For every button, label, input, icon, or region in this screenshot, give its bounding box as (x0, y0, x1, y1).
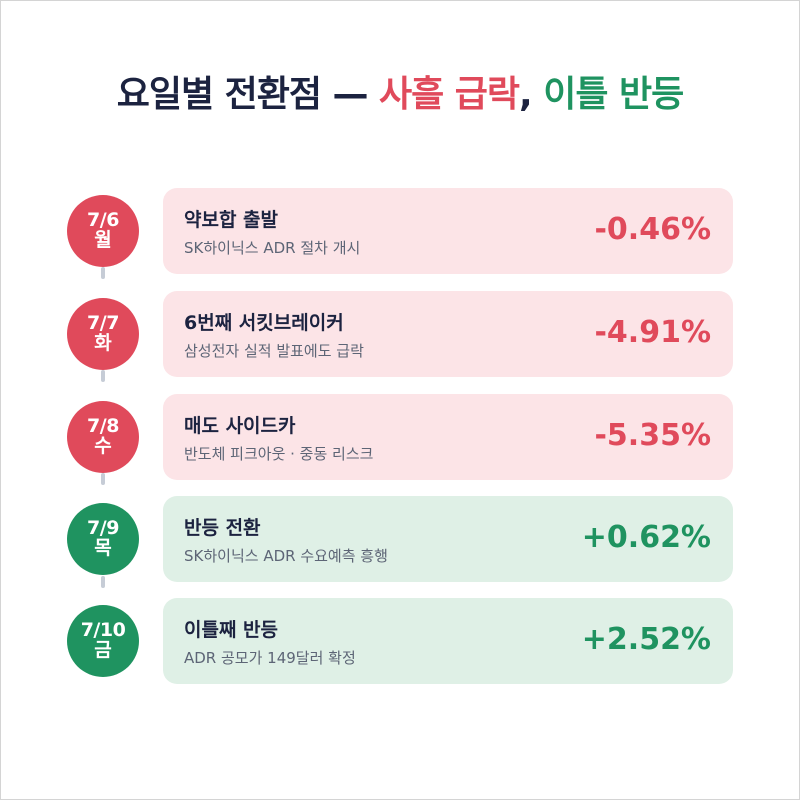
card-detail: SK하이닉스 ADR 수요예측 흥행 (184, 547, 388, 565)
card-detail: 삼성전자 실적 발표에도 급락 (184, 342, 364, 360)
timeline-connector (101, 473, 105, 485)
weekday-label: 목 (94, 537, 112, 559)
day-card: 매도 사이드카 반도체 피크아웃 · 중동 리스크 -5.35% (163, 394, 733, 480)
date-label: 7/8 (87, 415, 119, 438)
card-detail: ADR 공모가 149달러 확정 (184, 649, 356, 667)
change-value: -4.91% (594, 315, 711, 350)
day-card: 이틀째 반등 ADR 공모가 149달러 확정 +2.52% (163, 598, 733, 684)
date-badge: 7/8 수 (67, 401, 139, 473)
title-prefix: 요일별 전환점 — (116, 74, 380, 115)
card-heading: 6번째 서킷브레이커 (184, 312, 344, 334)
date-badge: 7/6 월 (67, 195, 139, 267)
date-label: 7/6 (87, 209, 119, 232)
day-card: 약보합 출발 SK하이닉스 ADR 절차 개시 -0.46% (163, 188, 733, 274)
date-label: 7/7 (87, 312, 119, 335)
weekday-label: 월 (94, 229, 112, 251)
change-value: -5.35% (594, 418, 711, 453)
weekday-label: 수 (94, 435, 112, 457)
day-row-thu: 7/9 목 반등 전환 SK하이닉스 ADR 수요예측 흥행 +0.62% (1, 496, 800, 582)
date-badge: 7/7 화 (67, 298, 139, 370)
day-row-mon: 7/6 월 약보합 출발 SK하이닉스 ADR 절차 개시 -0.46% (1, 188, 800, 274)
title-decline-highlight: 사흘 급락 (379, 74, 520, 115)
card-heading: 매도 사이드카 (184, 415, 296, 437)
weekday-label: 금 (94, 639, 112, 661)
card-heading: 이틀째 반등 (184, 619, 279, 641)
page-title: 요일별 전환점 — 사흘 급락, 이틀 반등 (1, 65, 799, 117)
day-card: 반등 전환 SK하이닉스 ADR 수요예측 흥행 +0.62% (163, 496, 733, 582)
timeline-connector (101, 267, 105, 279)
date-badge: 7/9 목 (67, 503, 139, 575)
timeline-connector (101, 370, 105, 382)
card-detail: SK하이닉스 ADR 절차 개시 (184, 239, 361, 257)
title-rebound-highlight: 이틀 반등 (543, 74, 684, 115)
date-badge: 7/10 금 (67, 605, 139, 677)
day-card: 6번째 서킷브레이커 삼성전자 실적 발표에도 급락 -4.91% (163, 291, 733, 377)
day-row-fri: 7/10 금 이틀째 반등 ADR 공모가 149달러 확정 +2.52% (1, 598, 800, 684)
change-value: +2.52% (581, 622, 711, 657)
card-heading: 반등 전환 (184, 517, 261, 539)
change-value: +0.62% (581, 520, 711, 555)
timeline-connector (101, 576, 105, 588)
date-label: 7/9 (87, 517, 119, 540)
card-detail: 반도체 피크아웃 · 중동 리스크 (184, 445, 374, 463)
change-value: -0.46% (594, 212, 711, 247)
day-row-tue: 7/7 화 6번째 서킷브레이커 삼성전자 실적 발표에도 급락 -4.91% (1, 291, 800, 377)
date-label: 7/10 (80, 619, 126, 642)
weekday-label: 화 (94, 332, 112, 354)
title-separator: , (519, 74, 544, 115)
day-row-wed: 7/8 수 매도 사이드카 반도체 피크아웃 · 중동 리스크 -5.35% (1, 394, 800, 480)
card-heading: 약보합 출발 (184, 209, 279, 231)
